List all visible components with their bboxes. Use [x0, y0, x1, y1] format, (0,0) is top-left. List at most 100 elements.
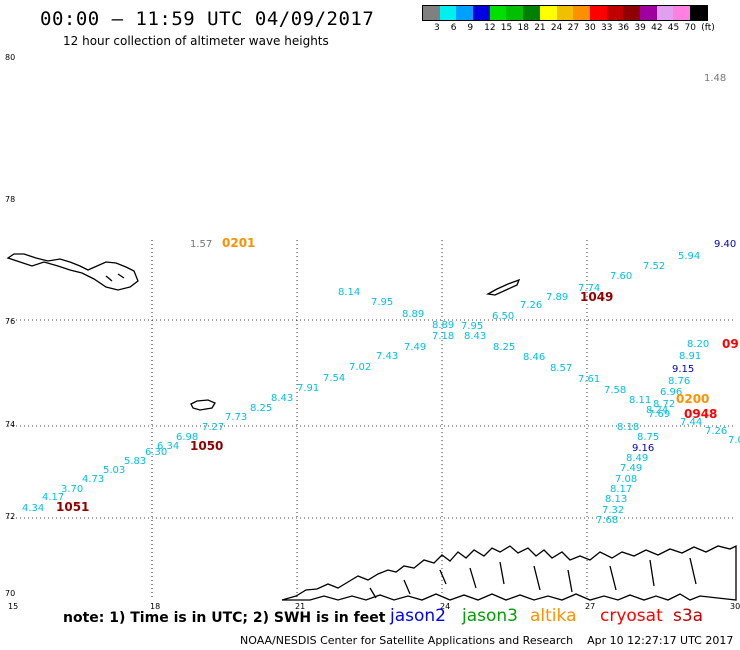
sat-altika: altika: [530, 606, 577, 626]
legend-label: 39: [634, 23, 646, 33]
wave-height-label: 4.17: [42, 492, 64, 503]
wave-height-label: 7.27: [202, 422, 224, 433]
legend-label: 15: [500, 23, 513, 33]
small-island-coastline: [485, 278, 521, 296]
legend-swatch: [439, 6, 457, 20]
legend-swatch: [489, 6, 507, 20]
legend-swatch: [456, 6, 474, 20]
wave-height-label: 5.94: [678, 251, 700, 262]
wave-height-label: 5.83: [124, 456, 146, 467]
wave-height-label: 8.75: [637, 432, 659, 443]
sat-jason3: jason3: [462, 606, 518, 626]
wave-height-label: 7.95: [461, 321, 483, 332]
corner-value: 1.48: [704, 73, 726, 84]
wave-height-label: 7.60: [610, 271, 632, 282]
legend-swatch: [573, 6, 590, 20]
lat-label: 80: [5, 53, 15, 62]
timestamp-text: Apr 10 12:27:17 UTC 2017: [587, 634, 734, 647]
wave-height-label: 7.26: [705, 426, 727, 437]
wave-height-label: 7.32: [602, 505, 624, 516]
wave-height-label: 7.91: [297, 383, 319, 394]
coastlines: [6, 253, 737, 601]
wave-height-label: 6.30: [145, 447, 167, 458]
wave-height-label: 8.25: [250, 403, 272, 414]
wave-height-label: 6.96: [660, 387, 682, 398]
wave-height-label: 4.73: [82, 474, 104, 485]
wave-height-label: 7.89: [546, 292, 568, 303]
legend-swatch: [523, 6, 540, 20]
sat-s3a: s3a: [673, 606, 704, 626]
legend-label: (ft): [701, 23, 715, 33]
wave-height-label: 8.89: [432, 320, 454, 331]
wave-height-label: 7.49: [620, 463, 642, 474]
legend-swatch: [673, 6, 690, 20]
wave-height-label: 9.40: [714, 239, 736, 250]
wave-height-label: 7.0: [728, 435, 740, 446]
wave-height-label: 3.70: [61, 484, 83, 495]
wave-height-label: 8.89: [402, 309, 424, 320]
lon-label: 24: [440, 602, 450, 611]
lat-label: 70: [5, 589, 15, 598]
wave-height-label: 7.54: [323, 373, 345, 384]
wave-height-label: 8.46: [523, 352, 545, 363]
legend-label: 70: [684, 23, 696, 33]
wave-height-label: 7.26: [520, 300, 542, 311]
wave-height-label: 7.73: [225, 412, 247, 423]
lon-label: 21: [295, 602, 305, 611]
legend-label: 18: [517, 23, 529, 33]
legend-swatch: [690, 6, 707, 20]
wave-height-label: 8.24: [646, 405, 668, 416]
legend-label: 33: [601, 23, 613, 33]
legend-swatch: [556, 6, 574, 20]
legend-swatch: [639, 6, 657, 20]
wave-height-label: 8.13: [605, 494, 627, 505]
wave-height-label: 7.18: [432, 331, 454, 342]
wave-height-label: 8.25: [493, 342, 515, 353]
wave-height-label: 7.43: [376, 351, 398, 362]
wave-height-label: 8.20: [687, 339, 709, 350]
pass-time-label: 1050: [190, 439, 223, 453]
wave-height-label: 8.18: [617, 422, 639, 433]
wave-height-label: 8.76: [668, 376, 690, 387]
map-subtitle: 12 hour collection of altimeter wave hei…: [63, 34, 329, 48]
wave-height-label: 7.68: [596, 515, 618, 526]
wave-height-label: 8.11: [629, 395, 651, 406]
wave-height-label: 6.34: [157, 441, 179, 452]
lon-label: 15: [8, 602, 18, 611]
legend-labels: 3 6 9 12 15 18 21 24 27 30 33 36 39 42 45 70 (ft): [422, 23, 715, 35]
lat-label: 74: [5, 420, 15, 429]
wave-height-label: 8.57: [550, 363, 572, 374]
wave-height-label: 7.74: [578, 283, 600, 294]
wave-height-label: 7.44: [680, 417, 702, 428]
legend-swatch: [539, 6, 557, 20]
legend-label: 36: [617, 23, 630, 33]
wave-height-label: 8.17: [610, 484, 632, 495]
legend-label: 45: [667, 23, 680, 33]
wave-height-label: 7.95: [371, 297, 393, 308]
norway-fjords: [369, 557, 697, 599]
wave-height-label: 8.14: [338, 287, 360, 298]
legend-swatch: [423, 6, 440, 20]
legend-label: 30: [584, 23, 596, 33]
legend-label: 24: [550, 23, 563, 33]
legend-label: 21: [534, 23, 546, 33]
color-legend: 3 6 9 12 15 18 21 24 27 30 33 36 39 42 45 70 (ft): [422, 5, 715, 35]
svalbard-coastline: [6, 253, 139, 291]
wave-height-label: 8.43: [464, 331, 486, 342]
legend-swatches: [422, 5, 708, 21]
pass-time-label: 1049: [580, 290, 613, 304]
wave-height-label: 7.61: [578, 374, 600, 385]
lon-label: 27: [585, 602, 595, 611]
lat-label: 76: [5, 317, 15, 326]
legend-swatch: [473, 6, 490, 20]
wave-height-label: 7.69: [648, 409, 670, 420]
bear-island-coastline: [190, 399, 216, 411]
lon-label: 18: [150, 602, 160, 611]
wave-height-label: 7.58: [604, 385, 626, 396]
pass-time-label: 09: [722, 337, 739, 351]
pass-time-label: 0201: [222, 236, 255, 250]
wave-height-label: 7.52: [643, 261, 665, 272]
